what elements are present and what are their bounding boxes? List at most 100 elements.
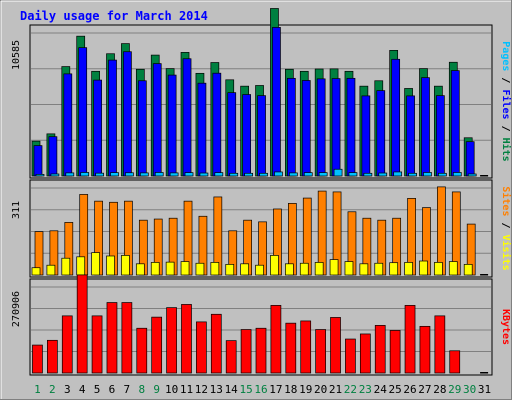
bar-visits-sites-day-1 [31, 267, 41, 276]
panel-hits-legend-segment-2: Files [500, 89, 512, 119]
x-tick-label-day-1: 1 [34, 383, 41, 396]
bar-hits-pages-day-14 [229, 172, 239, 177]
bar-visits-sites-day-10 [165, 261, 175, 276]
bar-visits-sites-day-7 [121, 255, 130, 276]
bar-hits-files-day-22 [346, 77, 356, 177]
bar-hits-pages-day-22 [348, 172, 358, 177]
bar-hits-files-day-23 [361, 95, 371, 177]
bar-hits-pages-day-18 [289, 172, 298, 177]
bar-kbytes-kbytes-day-11 [181, 304, 192, 374]
bar-hits-files-day-14 [227, 92, 237, 177]
bar-visits-sites-day-8 [135, 263, 145, 276]
panel-visits-legend-segment-2: Visits [500, 235, 512, 271]
bar-kbytes-kbytes-day-15 [240, 329, 252, 374]
x-tick-label-day-28: 28 [433, 383, 446, 396]
panel-kbytes-ymax-label: 270906 [11, 291, 22, 327]
x-tick-label-day-4: 4 [79, 383, 86, 396]
bar-hits-pages-day-17 [274, 171, 283, 177]
bar-hits-files-day-15 [242, 94, 251, 177]
bar-kbytes-kbytes-day-14 [225, 340, 237, 374]
x-tick-label-day-31: 31 [478, 383, 491, 396]
bar-kbytes-kbytes-day-17 [270, 305, 282, 374]
bar-kbytes-kbytes-day-5 [91, 315, 103, 374]
bar-hits-files-day-2 [48, 136, 58, 177]
bar-visits-sites-day-24 [374, 262, 384, 276]
bar-hits-files-day-9 [152, 63, 162, 177]
bar-kbytes-kbytes-day-2 [47, 339, 58, 374]
bar-kbytes-kbytes-day-27 [419, 325, 431, 374]
bar-visits-sites-day-5 [91, 252, 100, 276]
bar-kbytes-kbytes-day-22 [345, 338, 356, 374]
bar-hits-pages-day-2 [50, 173, 60, 177]
x-tick-label-day-24: 24 [374, 383, 388, 396]
bar-hits-pages-day-11 [184, 172, 194, 177]
bar-hits-pages-day-9 [154, 172, 164, 177]
panel-visits-day-31-marker [480, 274, 489, 276]
bar-visits-sites-day-15 [240, 263, 249, 276]
panel-hits-legend: Pages / Files / Hits [500, 41, 512, 161]
bar-hits-pages-day-27 [423, 172, 432, 177]
bar-hits-files-day-19 [301, 80, 311, 177]
x-tick-label-day-5: 5 [94, 383, 101, 396]
bar-visits-sites-day-11 [180, 261, 190, 276]
bar-kbytes-kbytes-day-1 [32, 344, 43, 374]
bar-hits-pages-day-1 [35, 174, 45, 177]
x-tick-label-day-26: 26 [403, 383, 416, 396]
bar-hits-pages-day-7 [125, 172, 134, 177]
bar-visits-sites-day-14 [225, 264, 235, 276]
bar-hits-files-day-24 [376, 90, 386, 177]
bar-visits-sites-day-18 [285, 263, 294, 276]
panel-visits-legend: Sites / Visits [500, 186, 512, 270]
panel-kbytes-legend: KBytes [500, 309, 511, 345]
panel-visits-legend-segment-1: / [500, 216, 511, 234]
panel-hits-legend-segment-1: / [500, 71, 511, 89]
bar-hits-files-day-25 [391, 58, 401, 177]
bar-hits-files-day-29 [450, 70, 460, 177]
bar-hits-pages-day-30 [467, 173, 477, 177]
bar-hits-pages-day-25 [393, 171, 403, 177]
bar-hits-pages-day-10 [169, 172, 179, 177]
x-tick-label-day-11: 11 [180, 383, 193, 396]
bar-kbytes-kbytes-day-20 [315, 329, 326, 374]
bar-visits-sites-day-16 [255, 264, 264, 276]
bar-kbytes-kbytes-day-8 [136, 327, 148, 374]
bar-hits-pages-day-8 [139, 172, 149, 177]
panel-kbytes-legend-segment-0: KBytes [500, 309, 511, 345]
bar-kbytes-kbytes-day-28 [434, 315, 446, 374]
bar-hits-pages-day-23 [363, 172, 373, 177]
x-tick-label-day-12: 12 [195, 383, 208, 396]
bar-visits-sites-day-19 [299, 262, 309, 276]
bar-hits-files-day-3 [63, 73, 73, 177]
x-tick-label-day-6: 6 [109, 383, 116, 396]
x-tick-label-day-17: 17 [269, 383, 282, 396]
bar-hits-files-day-1 [33, 145, 43, 177]
panel-visits-ymax-label: 311 [11, 201, 22, 219]
bar-visits-sites-day-12 [195, 262, 205, 276]
bar-kbytes-kbytes-day-18 [285, 322, 297, 374]
bar-visits-sites-day-23 [359, 263, 369, 276]
bar-hits-files-day-26 [406, 95, 415, 177]
bar-kbytes-kbytes-day-21 [330, 317, 341, 374]
x-tick-label-day-20: 20 [314, 383, 327, 396]
bar-kbytes-kbytes-day-10 [166, 307, 177, 374]
bar-hits-pages-day-29 [452, 172, 462, 177]
bar-hits-files-day-27 [421, 77, 430, 177]
bar-visits-sites-day-2 [46, 264, 56, 276]
x-tick-label-day-21: 21 [329, 383, 342, 396]
bar-hits-pages-day-12 [199, 172, 209, 177]
x-tick-label-day-18: 18 [284, 383, 297, 396]
bar-hits-pages-day-4 [80, 172, 90, 177]
bar-hits-pages-day-6 [110, 172, 119, 177]
x-tick-label-day-25: 25 [389, 383, 402, 396]
bar-hits-files-day-12 [197, 82, 207, 177]
panel-hits-legend-segment-4: Hits [500, 138, 512, 162]
x-tick-label-day-13: 13 [210, 383, 223, 396]
bar-kbytes-kbytes-day-7 [121, 302, 133, 374]
bar-hits-files-day-11 [182, 58, 192, 177]
chart-title: Daily usage for March 2014 [20, 9, 208, 23]
panel-kbytes-day-31-marker [480, 372, 489, 374]
x-tick-label-day-27: 27 [418, 383, 431, 396]
bar-hits-files-day-8 [137, 80, 147, 177]
bar-kbytes-kbytes-day-23 [359, 333, 371, 374]
bar-visits-sites-day-28 [434, 262, 443, 276]
